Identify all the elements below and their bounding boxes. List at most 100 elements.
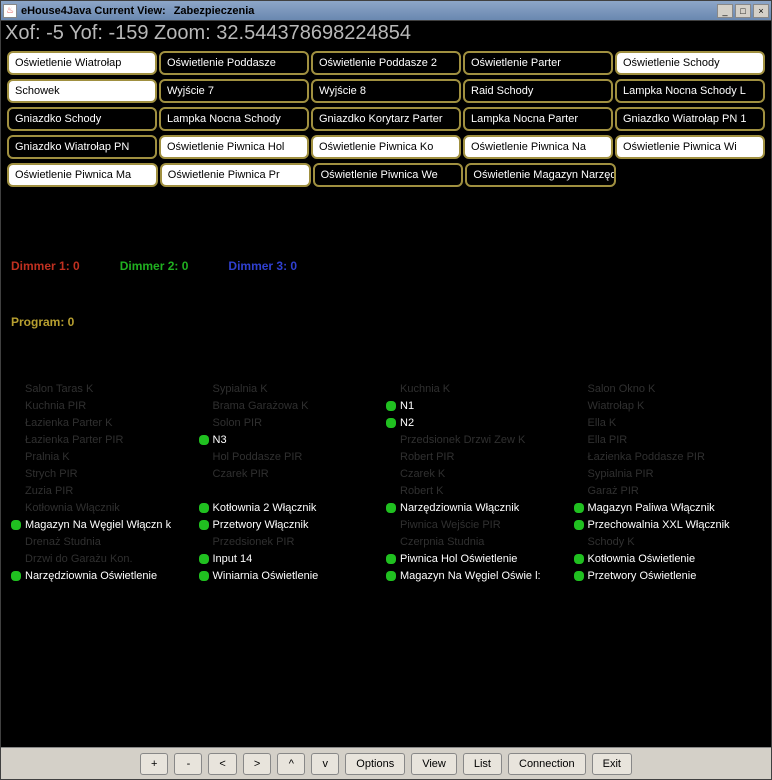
app-window: ♨ eHouse4Java Current View: Zabezpieczen… — [0, 0, 772, 780]
sensor-label: Czarek PIR — [213, 468, 269, 480]
sensor-label: Input 14 — [213, 553, 253, 565]
device-button[interactable]: Raid Schody — [463, 79, 613, 103]
device-button[interactable]: Oświetlenie Piwnica Hol — [159, 135, 309, 159]
device-button[interactable]: Oświetlenie Poddasze — [159, 51, 309, 75]
sensor-item: Magazyn Na Węgiel Włączn k — [11, 517, 199, 532]
sensor-item: Magazyn Paliwa Włącznik — [574, 500, 762, 515]
sensor-item: Czarek K — [386, 466, 574, 481]
sensor-item: Przetwory Włącznik — [199, 517, 387, 532]
sensor-label: Ella K — [588, 417, 617, 429]
sensor-item: Piwnica Hol Oświetlenie — [386, 551, 574, 566]
sensor-label: N3 — [213, 434, 227, 446]
pan-up-button[interactable]: ^ — [277, 753, 305, 775]
sensor-label: Salon Okno K — [588, 383, 656, 395]
device-button[interactable]: Oświetlenie Piwnica Pr — [160, 163, 311, 187]
status-dot-icon — [199, 554, 209, 564]
sensor-label: Hol Poddasze PIR — [213, 451, 303, 463]
exit-button[interactable]: Exit — [592, 753, 632, 775]
sensor-item: Łazienka Poddasze PIR — [574, 449, 762, 464]
device-button[interactable]: Gniazdko Wiatrołap PN — [7, 135, 157, 159]
sensor-item: Robert PIR — [386, 449, 574, 464]
titlebar: ♨ eHouse4Java Current View: Zabezpieczen… — [1, 1, 771, 21]
sensor-item: Narzędziownia Włącznik — [386, 500, 574, 515]
maximize-button[interactable]: □ — [735, 4, 751, 18]
view-button[interactable]: View — [411, 753, 457, 775]
sensor-label: Kuchnia K — [400, 383, 450, 395]
device-button[interactable]: Oświetlenie Piwnica Na — [463, 135, 613, 159]
device-button[interactable]: Wyjście 7 — [159, 79, 309, 103]
sensor-item: Input 14 — [199, 551, 387, 566]
device-button[interactable]: Lampka Nocna Parter — [463, 107, 613, 131]
sensor-item: N1 — [386, 398, 574, 413]
sensor-item: Przechowalnia XXL Włącznik — [574, 517, 762, 532]
device-button-grid: Oświetlenie WiatrołapOświetlenie Poddasz… — [1, 49, 771, 193]
close-button[interactable]: × — [753, 4, 769, 18]
sensor-label: Narzędziownia Włącznik — [400, 502, 519, 514]
sensor-label: Drzwi do Garażu Kon. — [25, 553, 133, 565]
sensor-label: Przedsionek Drzwi Zew K — [400, 434, 525, 446]
sensor-item: Strych PIR — [11, 466, 199, 481]
sensor-item: Łazienka Parter K — [11, 415, 199, 430]
device-button[interactable]: Oświetlenie Piwnica Wi — [615, 135, 765, 159]
sensor-item: Kuchnia K — [386, 381, 574, 396]
sensor-label: Schody K — [588, 536, 635, 548]
empty-cell — [618, 163, 765, 187]
sensor-item — [199, 483, 387, 498]
device-button[interactable]: Oświetlenie Schody — [615, 51, 765, 75]
pan-right-button[interactable]: > — [243, 753, 271, 775]
sensor-label: Winiarnia Oświetlenie — [213, 570, 319, 582]
device-button[interactable]: Oświetlenie Poddasze 2 — [311, 51, 461, 75]
sensor-item: Wiatrołap K — [574, 398, 762, 413]
sensor-column: Salon Taras KKuchnia PIRŁazienka Parter … — [11, 381, 199, 583]
sensor-label: Kotłownia Włącznik — [25, 502, 120, 514]
status-dot-icon — [11, 520, 21, 530]
status-dot-icon — [574, 571, 584, 581]
sensor-item: Hol Poddasze PIR — [199, 449, 387, 464]
zoom-in-button[interactable]: + — [140, 753, 168, 775]
pan-down-button[interactable]: v — [311, 753, 339, 775]
status-dot-icon — [386, 571, 396, 581]
device-button[interactable]: Gniazdko Wiatrołap PN 1 — [615, 107, 765, 131]
status-dot-icon — [11, 571, 21, 581]
dimmer-2: Dimmer 2: 0 — [120, 259, 189, 273]
sensor-label: Pralnia K — [25, 451, 70, 463]
sensor-label: Zuzia PIR — [25, 485, 73, 497]
connection-button[interactable]: Connection — [508, 753, 586, 775]
sensor-item: Kotłownia 2 Włącznik — [199, 500, 387, 515]
options-button[interactable]: Options — [345, 753, 405, 775]
sensor-item: Kotłownia Oświetlenie — [574, 551, 762, 566]
sensor-label: Ella PIR — [588, 434, 628, 446]
sensor-label: Przechowalnia XXL Włącznik — [588, 519, 730, 531]
list-button[interactable]: List — [463, 753, 502, 775]
sensor-item: Przedsionek PIR — [199, 534, 387, 549]
minimize-button[interactable]: _ — [717, 4, 733, 18]
sensor-label: Sypialnia K — [213, 383, 268, 395]
sensor-item: Przetwory Oświetlenie — [574, 568, 762, 583]
device-button[interactable]: Oświetlenie Magazyn Narzędzia — [465, 163, 616, 187]
sensor-item: Magazyn Na Węgiel Oświe l: — [386, 568, 574, 583]
device-button[interactable]: Oświetlenie Piwnica Ma — [7, 163, 158, 187]
pan-left-button[interactable]: < — [208, 753, 236, 775]
device-button[interactable]: Gniazdko Korytarz Parter — [311, 107, 461, 131]
sensor-label: Kotłownia 2 Włącznik — [213, 502, 317, 514]
device-button[interactable]: Schowek — [7, 79, 157, 103]
device-button[interactable]: Wyjście 8 — [311, 79, 461, 103]
zoom-value: 32.544378698224854 — [216, 22, 411, 44]
device-button[interactable]: Oświetlenie Parter — [463, 51, 613, 75]
device-button[interactable]: Oświetlenie Wiatrołap — [7, 51, 157, 75]
device-button[interactable]: Oświetlenie Piwnica We — [313, 163, 464, 187]
xof-value: -5 — [46, 22, 64, 44]
device-button-row: Gniazdko Wiatrołap PNOświetlenie Piwnica… — [7, 135, 765, 159]
sensors-grid: Salon Taras KKuchnia PIRŁazienka Parter … — [1, 375, 771, 589]
sensor-label: Brama Garażowa K — [213, 400, 309, 412]
device-button[interactable]: Gniazdko Schody — [7, 107, 157, 131]
device-button[interactable]: Lampka Nocna Schody L — [615, 79, 765, 103]
device-button[interactable]: Lampka Nocna Schody — [159, 107, 309, 131]
zoom-out-button[interactable]: - — [174, 753, 202, 775]
sensor-label: N1 — [400, 400, 414, 412]
sensor-item: Garaż PIR — [574, 483, 762, 498]
sensor-item: Czerpnia Studnia — [386, 534, 574, 549]
sensor-item: Pralnia K — [11, 449, 199, 464]
sensor-label: Robert K — [400, 485, 443, 497]
device-button[interactable]: Oświetlenie Piwnica Ko — [311, 135, 461, 159]
